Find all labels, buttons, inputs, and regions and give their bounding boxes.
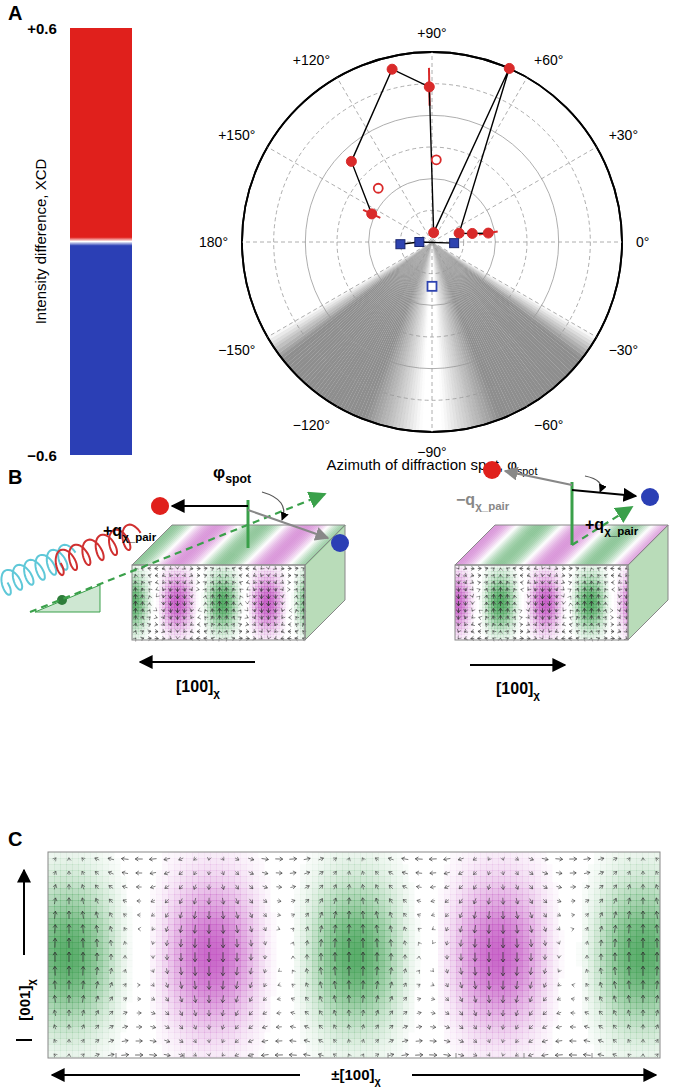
svg-text:+qχ_pair: +qχ_pair xyxy=(103,522,157,543)
svg-text:±[100]χ: ±[100]χ xyxy=(331,1066,381,1087)
svg-text:−0.6: −0.6 xyxy=(27,447,57,464)
svg-text:−30°: −30° xyxy=(609,342,638,358)
svg-text:+150°: +150° xyxy=(218,127,255,143)
svg-text:Azimuth of diffraction spot, φ: Azimuth of diffraction spot, φspot xyxy=(327,456,538,477)
svg-text:+60°: +60° xyxy=(534,52,563,68)
svg-text:φspot: φspot xyxy=(213,463,251,486)
svg-text:−60°: −60° xyxy=(534,417,563,433)
svg-text:+90°: +90° xyxy=(417,25,446,41)
svg-text:−150°: −150° xyxy=(218,342,255,358)
svg-text:−90°: −90° xyxy=(417,444,447,460)
svg-text:−qχ_pair: −qχ_pair xyxy=(456,491,510,512)
svg-text:−120°: −120° xyxy=(293,417,330,433)
svg-text:[100]χ: [100]χ xyxy=(176,678,220,699)
svg-text:C: C xyxy=(8,828,22,850)
svg-text:B: B xyxy=(8,466,22,488)
svg-text:+30°: +30° xyxy=(609,127,638,143)
svg-text:180°: 180° xyxy=(199,234,228,250)
svg-text:[100]χ: [100]χ xyxy=(496,680,540,701)
svg-text:Intensity difference, XCD: Intensity difference, XCD xyxy=(32,159,49,325)
svg-text:+qχ_pair: +qχ_pair xyxy=(585,516,639,537)
svg-text:+0.6: +0.6 xyxy=(27,20,57,37)
svg-text:[001]χ: [001]χ xyxy=(16,979,37,1021)
svg-text:0°: 0° xyxy=(636,234,649,250)
svg-text:A: A xyxy=(8,2,22,24)
svg-text:+120°: +120° xyxy=(293,52,330,68)
